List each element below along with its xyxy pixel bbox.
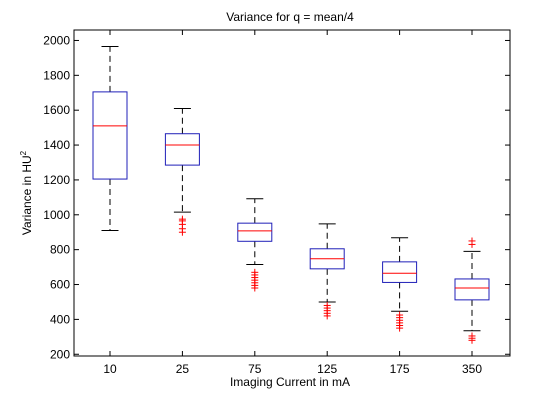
- box-175: [382, 237, 418, 332]
- y-axis-ticks: 200 400 600 800 1000 1200 1400 1600 1800 2000: [43, 33, 510, 361]
- y-axis-label-superscript: 2: [19, 150, 28, 155]
- x-tick-label: 10: [103, 362, 117, 376]
- y-tick-label: 2000: [43, 33, 70, 47]
- y-tick-label: 1000: [43, 208, 70, 222]
- box-iqr: [92, 91, 128, 180]
- y-tick-label: 600: [50, 278, 70, 292]
- x-axis-ticks: 10 25 75 125 175 350: [103, 30, 482, 376]
- box-iqr: [164, 133, 200, 166]
- y-tick-label: 1400: [43, 138, 70, 152]
- box-350: [454, 237, 490, 344]
- box-iqr: [382, 261, 418, 283]
- y-tick-label: 1600: [43, 103, 70, 117]
- y-tick-label: 1200: [43, 173, 70, 187]
- x-tick-label: 75: [248, 362, 262, 376]
- box-75: [237, 198, 273, 292]
- y-tick-label: 200: [50, 347, 70, 361]
- y-tick-label: 800: [50, 243, 70, 257]
- x-axis-label: Imaging Current in mA: [230, 375, 350, 389]
- y-tick-label: 400: [50, 312, 70, 326]
- x-tick-label: 175: [390, 362, 410, 376]
- box-125: [309, 223, 345, 320]
- y-axis-label-main: Variance in HU: [20, 155, 34, 235]
- x-tick-label: 125: [317, 362, 337, 376]
- chart-title: Variance for q = mean/4: [226, 10, 354, 24]
- box-25: [164, 107, 200, 236]
- box-iqr: [454, 278, 490, 301]
- y-axis-label: Variance in HU2: [19, 150, 34, 235]
- y-tick-label: 1800: [43, 68, 70, 82]
- box-10: [92, 46, 128, 231]
- box-series: [92, 46, 490, 344]
- plot-frame: [73, 29, 511, 357]
- box-iqr: [237, 222, 273, 242]
- x-tick-label: 350: [462, 362, 482, 376]
- x-tick-label: 25: [176, 362, 190, 376]
